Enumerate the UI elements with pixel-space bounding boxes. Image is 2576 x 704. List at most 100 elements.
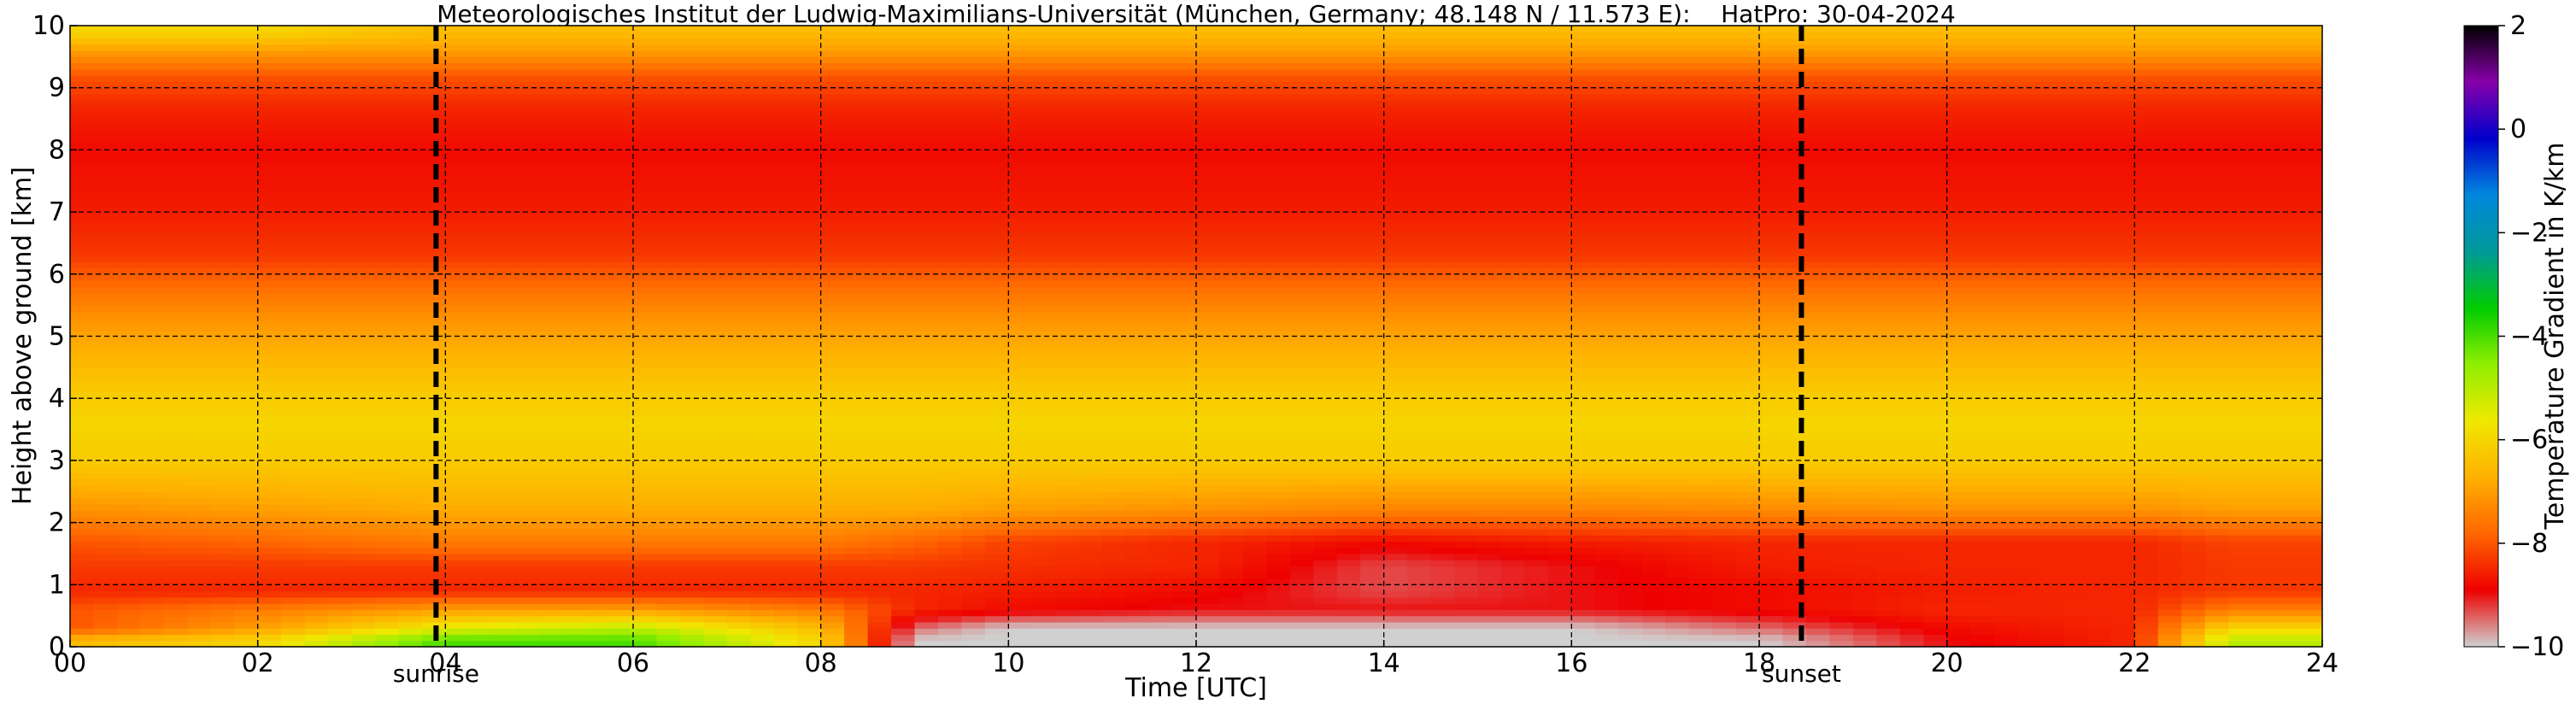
heatmap-cell (1407, 609, 1432, 617)
heatmap-cell (2157, 566, 2182, 573)
heatmap-cell (140, 417, 165, 424)
heatmap-cell (679, 373, 704, 380)
heatmap-cell (1524, 584, 1549, 592)
heatmap-cell (750, 323, 775, 331)
heatmap-cell (116, 497, 141, 505)
heatmap-cell (1547, 478, 1572, 486)
heatmap-cell (2134, 503, 2159, 511)
heatmap-cell (703, 442, 728, 449)
heatmap-cell (562, 491, 587, 499)
heatmap-cell (1712, 640, 1737, 647)
heatmap-cell (1430, 553, 1455, 560)
heatmap-cell (515, 466, 540, 474)
heatmap-cell (914, 367, 939, 374)
heatmap-cell (445, 355, 470, 362)
heatmap-cell (1970, 560, 1995, 567)
heatmap-cell (1430, 535, 1455, 543)
heatmap-cell (281, 609, 306, 617)
heatmap-cell (1923, 615, 1948, 623)
heatmap-cell (844, 590, 869, 598)
heatmap-cell (844, 429, 869, 437)
heatmap-cell (937, 349, 963, 355)
heatmap-cell (633, 379, 658, 387)
heatmap-cell (1102, 572, 1127, 579)
heatmap-cell (750, 435, 775, 443)
heatmap-cell (1500, 342, 1526, 349)
heatmap-cell (867, 566, 892, 573)
heatmap-cell (210, 634, 235, 642)
heatmap-cell (914, 553, 939, 560)
heatmap-cell (1735, 417, 1760, 424)
heatmap-cell (515, 330, 540, 337)
heatmap-cell (445, 361, 470, 368)
heatmap-cell (1829, 497, 1854, 505)
heatmap-cell (1008, 484, 1033, 492)
heatmap-cell (844, 460, 869, 467)
heatmap-cell (1172, 640, 1197, 647)
heatmap-cell (1477, 429, 1502, 437)
heatmap-cell (1571, 466, 1596, 474)
heatmap-cell (2063, 460, 2089, 467)
heatmap-cell (1923, 323, 1948, 331)
heatmap-cell (1712, 330, 1737, 337)
heatmap-cell (1524, 522, 1549, 530)
heatmap-cell (1031, 590, 1056, 598)
heatmap-cell (1618, 442, 1643, 449)
heatmap-cell (351, 578, 376, 585)
heatmap-cell (2181, 566, 2206, 573)
heatmap-cell (1712, 547, 1737, 554)
heatmap-cell (2275, 510, 2300, 517)
heatmap-cell (1477, 497, 1502, 505)
heatmap-cell (891, 385, 916, 393)
heatmap-cell (187, 503, 212, 511)
heatmap-cell (586, 336, 611, 343)
heatmap-cell (586, 560, 611, 567)
heatmap-cell (1594, 553, 1619, 560)
heatmap-cell (1782, 466, 1807, 474)
heatmap-cell (163, 510, 188, 517)
heatmap-cell (2298, 478, 2322, 486)
heatmap-cell (1266, 367, 1291, 374)
heatmap-cell (1524, 516, 1549, 524)
heatmap-cell (633, 466, 658, 474)
heatmap-cell (1641, 596, 1666, 604)
heatmap-cell (562, 516, 587, 524)
heatmap-cell (1688, 634, 1713, 642)
heatmap-cell (1688, 367, 1713, 374)
heatmap-cell (984, 603, 1009, 610)
heatmap-cell (750, 553, 775, 560)
heatmap-cell (1946, 342, 1971, 349)
heatmap-cell (304, 398, 329, 406)
heatmap-cell (1383, 367, 1408, 374)
heatmap-cell (1712, 429, 1737, 437)
heatmap-cell (1923, 484, 1948, 492)
heatmap-cell (867, 330, 892, 337)
heatmap-cell (2181, 355, 2206, 362)
heatmap-cell (1360, 528, 1385, 536)
heatmap-cell (2110, 379, 2135, 387)
heatmap-cell (539, 385, 564, 393)
heatmap-cell (2087, 342, 2112, 349)
heatmap-cell (328, 336, 353, 343)
heatmap-cell (1055, 522, 1080, 530)
heatmap-cell (1407, 634, 1432, 642)
heatmap-cell (1946, 484, 1971, 492)
heatmap-cell (1805, 590, 1830, 598)
heatmap-cell (609, 442, 634, 449)
heatmap-cell (2087, 609, 2112, 617)
heatmap-cell (891, 566, 916, 573)
heatmap-cell (163, 391, 188, 399)
heatmap-cell (867, 634, 892, 642)
heatmap-cell (445, 423, 470, 431)
heatmap-cell (679, 323, 704, 331)
heatmap-cell (656, 497, 681, 505)
heatmap-cell (1759, 323, 1784, 331)
heatmap-cell (187, 330, 212, 337)
heatmap-cell (1524, 615, 1549, 623)
heatmap-cell (797, 330, 822, 337)
heatmap-cell (1289, 590, 1314, 598)
heatmap-cell (116, 448, 141, 455)
heatmap-cell (1524, 566, 1549, 573)
heatmap-cell (914, 522, 939, 530)
heatmap-cell (1336, 361, 1361, 368)
